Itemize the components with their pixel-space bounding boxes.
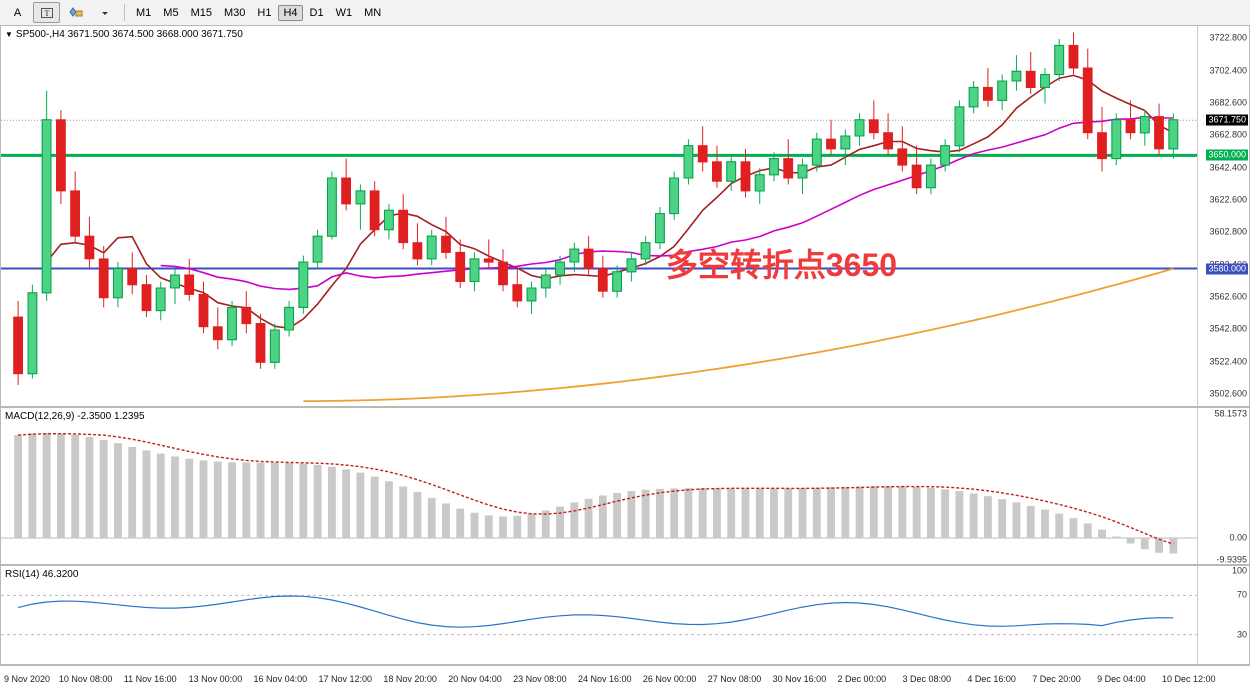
macd-scale-axis[interactable]: 58.1573 0.00 -9.9395 bbox=[1197, 408, 1249, 564]
time-axis-label: 18 Nov 20:00 bbox=[383, 674, 437, 684]
price-tick: 3562.600 bbox=[1209, 291, 1247, 302]
price-tick: 3662.800 bbox=[1209, 129, 1247, 140]
macd-tick: -9.9395 bbox=[1216, 554, 1247, 565]
timeframe-h4[interactable]: H4 bbox=[278, 4, 303, 21]
time-axis-label: 26 Nov 00:00 bbox=[642, 674, 697, 684]
last-price-label: 3671.750 bbox=[1206, 114, 1248, 126]
text-tool-button[interactable]: A bbox=[4, 2, 31, 23]
time-axis-label: 17 Nov 12:00 bbox=[318, 674, 372, 684]
timeframe-m30[interactable]: M30 bbox=[223, 6, 246, 19]
time-axis-label: 9 Dec 04:00 bbox=[1097, 674, 1146, 684]
time-axis-label: 20 Nov 04:00 bbox=[448, 674, 502, 684]
time-axis-label: 10 Dec 12:00 bbox=[1162, 674, 1216, 684]
time-axis-label: 27 Nov 08:00 bbox=[707, 674, 762, 684]
rsi-tick: 100 bbox=[1231, 565, 1247, 576]
time-axis-label: 10 Nov 08:00 bbox=[58, 674, 113, 684]
green-level-label[interactable]: 3650.000 bbox=[1206, 149, 1248, 161]
collapse-triangle-icon[interactable]: ▼ bbox=[5, 30, 13, 39]
time-axis[interactable]: 9 Nov 2020 10 Nov 08:00 11 Nov 16:00 13 Nov… bbox=[0, 665, 1250, 698]
shapes-dropdown-button[interactable] bbox=[91, 2, 118, 23]
rsi-plot-area[interactable] bbox=[1, 566, 1197, 664]
chevron-down-icon bbox=[101, 9, 109, 17]
price-chart-header: ▼ SP500-,H4 3671.500 3674.500 3668.000 36… bbox=[5, 29, 243, 40]
price-tick: 3542.800 bbox=[1209, 323, 1247, 334]
time-axis-label: 9 Nov 2020 bbox=[4, 674, 51, 684]
macd-tick: 0.00 bbox=[1229, 532, 1247, 543]
macd-header: MACD(12,26,9) -2.3500 1.2395 bbox=[5, 411, 145, 422]
toolbar-separator bbox=[124, 4, 125, 21]
rsi-tick: 30 bbox=[1236, 629, 1247, 640]
price-scale-axis[interactable]: 3722.800 3702.400 3682.600 3662.800 3642.400… bbox=[1197, 26, 1249, 406]
macd-panel[interactable]: MACD(12,26,9) -2.3500 1.2395 58.1573 0.00… bbox=[0, 407, 1250, 565]
text-label-icon: T bbox=[40, 7, 53, 19]
blue-level-label[interactable]: 3580.000 bbox=[1206, 263, 1248, 275]
price-tick: 3682.600 bbox=[1209, 97, 1247, 108]
rsi-tick: 70 bbox=[1236, 589, 1247, 600]
price-tick: 3722.800 bbox=[1209, 32, 1247, 43]
time-axis-label: 16 Nov 04:00 bbox=[253, 674, 308, 684]
rsi-svg bbox=[1, 594, 1197, 636]
text-tool-label: A bbox=[13, 6, 22, 19]
price-chart-panel[interactable]: ▼ SP500-,H4 3671.500 3674.500 3668.000 36… bbox=[0, 25, 1250, 407]
price-header-text: SP500-,H4 3671.500 3674.500 3668.000 367… bbox=[15, 29, 243, 40]
time-axis-label: 3 Dec 08:00 bbox=[902, 674, 951, 684]
price-plot-area[interactable]: 多空转折点3650 bbox=[1, 26, 1197, 406]
price-tick: 3622.600 bbox=[1209, 194, 1247, 205]
toolbar: A T M1 M5 M15 M30 H1 bbox=[0, 0, 1250, 26]
time-axis-label: 13 Nov 00:00 bbox=[188, 674, 243, 684]
rsi-panel[interactable]: RSI(14) 46.3200 100 70 30 bbox=[0, 565, 1250, 665]
timeframe-d1[interactable]: D1 bbox=[309, 6, 324, 19]
time-axis-label: 7 Dec 20:00 bbox=[1032, 674, 1081, 684]
macd-header-text: MACD(12,26,9) -2.3500 1.2395 bbox=[5, 411, 145, 422]
shapes-tool-button[interactable] bbox=[62, 2, 89, 23]
timeframe-mn[interactable]: MN bbox=[364, 6, 382, 19]
price-tick: 3522.400 bbox=[1209, 356, 1247, 367]
text-label-tool-button[interactable]: T bbox=[33, 2, 60, 23]
rsi-header-text: RSI(14) 46.3200 bbox=[5, 569, 79, 580]
timeframe-m15[interactable]: M15 bbox=[190, 6, 212, 19]
timeframe-w1[interactable]: W1 bbox=[335, 6, 353, 19]
price-candles-svg bbox=[1, 32, 1197, 402]
time-axis-label: 11 Nov 16:00 bbox=[123, 674, 177, 684]
timeframe-h1[interactable]: H1 bbox=[257, 6, 272, 19]
macd-plot-area[interactable] bbox=[1, 408, 1197, 564]
rsi-scale-axis[interactable]: 100 70 30 bbox=[1197, 566, 1249, 664]
svg-text:T: T bbox=[44, 9, 49, 18]
time-axis-label: 24 Nov 16:00 bbox=[578, 674, 632, 684]
time-axis-label: 4 Dec 16:00 bbox=[967, 674, 1016, 684]
macd-svg bbox=[1, 432, 1197, 554]
chart-annotation-text: 多空转折点3650 bbox=[665, 247, 898, 284]
timeframe-m1[interactable]: M1 bbox=[136, 6, 152, 19]
macd-tick: 58.1573 bbox=[1214, 408, 1247, 419]
time-axis-label: 23 Nov 08:00 bbox=[513, 674, 567, 684]
shapes-icon bbox=[68, 6, 83, 19]
price-tick: 3702.400 bbox=[1209, 65, 1247, 76]
rsi-header: RSI(14) 46.3200 bbox=[5, 569, 78, 580]
time-axis-label: 30 Nov 16:00 bbox=[772, 674, 827, 684]
time-axis-label: 2 Dec 00:00 bbox=[837, 674, 887, 684]
timeframe-m5[interactable]: M5 bbox=[163, 6, 179, 19]
price-tick: 3642.400 bbox=[1209, 162, 1247, 173]
price-tick: 3502.600 bbox=[1209, 388, 1247, 399]
price-tick: 3602.800 bbox=[1209, 226, 1247, 237]
